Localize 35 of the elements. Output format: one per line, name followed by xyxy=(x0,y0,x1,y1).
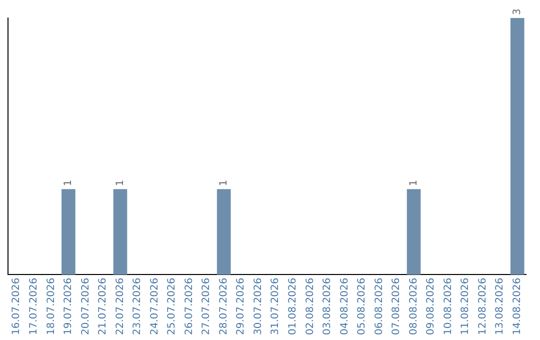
x-tick-label: 19.07.2026 xyxy=(63,278,74,336)
x-tick-label: 17.07.2026 xyxy=(28,278,40,336)
x-tick-label: 10.08.2026 xyxy=(442,278,454,336)
x-tick-label: 30.07.2026 xyxy=(252,278,264,336)
x-tick-label: 23.07.2026 xyxy=(132,278,144,336)
x-tick-label: 20.07.2026 xyxy=(80,278,92,336)
data-label: 3 xyxy=(512,8,523,15)
x-tick-label: 05.08.2026 xyxy=(356,278,368,336)
x-tick-label: 31.07.2026 xyxy=(270,278,282,336)
x-tick-label: 03.08.2026 xyxy=(322,278,334,336)
data-label: 1 xyxy=(408,180,420,186)
x-tick-label: 29.07.2026 xyxy=(236,278,247,336)
data-label: 1 xyxy=(114,180,126,186)
x-tick-label: 24.07.2026 xyxy=(149,278,160,336)
x-tick-label: 18.07.2026 xyxy=(46,278,57,336)
x-tick-label: 27.07.2026 xyxy=(201,278,212,336)
x-tick-label: 25.07.2026 xyxy=(166,278,178,336)
x-tick-label: 11.08.2026 xyxy=(460,278,472,336)
x-tick-label: 26.07.2026 xyxy=(184,278,195,336)
x-tick-label: 04.08.2026 xyxy=(339,278,350,336)
x-tick-label: 14.08.2026 xyxy=(512,278,523,336)
x-tick-label: 06.08.2026 xyxy=(374,278,385,336)
x-tick-label: 09.08.2026 xyxy=(426,278,437,336)
x-tick-label: 13.08.2026 xyxy=(494,278,506,336)
x-tick-label: 12.08.2026 xyxy=(477,278,488,336)
x-tick-label: 07.08.2026 xyxy=(391,278,402,336)
x-tick-label: 16.07.2026 xyxy=(11,278,22,336)
data-label: 1 xyxy=(218,180,230,186)
x-tick-label: 21.07.2026 xyxy=(98,278,109,336)
x-tick-label: 01.08.2026 xyxy=(287,278,298,336)
x-tick-label: 02.08.2026 xyxy=(304,278,316,336)
x-tick-label: 28.07.2026 xyxy=(218,278,230,336)
x-tick-label: 22.07.2026 xyxy=(114,278,126,336)
x-tick-label: 08.08.2026 xyxy=(408,278,420,336)
data-label: 1 xyxy=(63,180,74,186)
